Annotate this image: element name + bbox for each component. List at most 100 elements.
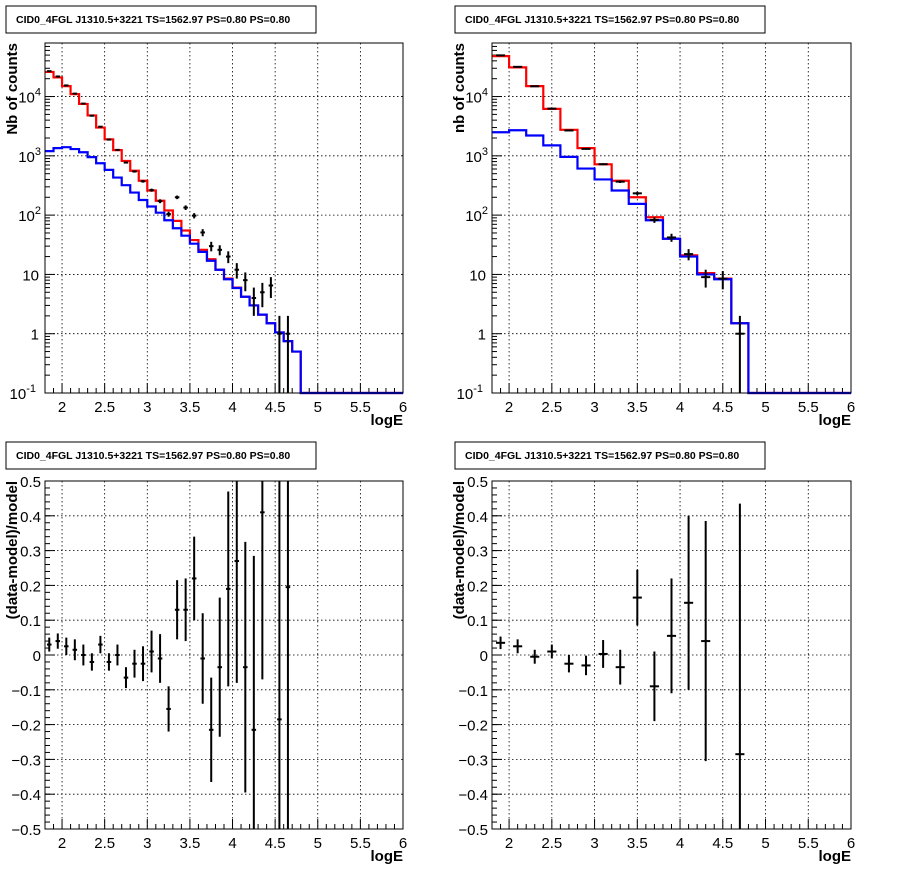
y-tick-label: −0.4	[11, 787, 41, 804]
data-point	[234, 481, 240, 683]
data-point	[564, 655, 574, 673]
x-tick-label: 6	[399, 399, 407, 416]
data-point	[157, 199, 163, 204]
data-point	[735, 315, 745, 393]
data-point	[132, 649, 137, 678]
x-tick-label: 6	[847, 399, 855, 416]
data-point	[166, 686, 171, 732]
x-tick-label: 3	[143, 399, 151, 416]
data-point	[55, 633, 61, 649]
x-tick-label: 3.5	[179, 835, 200, 852]
x-tick-label: 2	[505, 835, 513, 852]
data-point	[513, 639, 523, 654]
histogram-series-2	[45, 146, 403, 395]
x-tick-label: 2	[505, 399, 513, 416]
data-point	[217, 245, 222, 256]
data-point	[666, 233, 677, 242]
x-tick-label: 6	[399, 835, 407, 852]
histogram-series-1	[45, 70, 403, 395]
data-point	[89, 653, 95, 671]
x-tick-label: 6	[847, 835, 855, 852]
x-tick-label: 2.5	[94, 835, 115, 852]
data-point	[496, 636, 506, 650]
data-point	[615, 180, 625, 184]
y-tick-label: 1	[31, 327, 39, 344]
y-tick-label: 104	[18, 87, 41, 107]
y-tick-label: −0.5	[11, 822, 41, 839]
x-tick-label: 3	[143, 835, 151, 852]
y-axis-title: Nb of counts	[4, 43, 21, 135]
x-tick-label: 5.5	[798, 399, 819, 416]
x-tick-label: 4	[676, 399, 684, 416]
chart-title-box	[5, 441, 317, 470]
data-point	[666, 578, 677, 694]
x-axis-title: logE	[371, 848, 404, 865]
data-point	[234, 263, 240, 279]
x-tick-label: 4	[228, 399, 236, 416]
data-point	[547, 644, 557, 659]
y-tick-label: 10-1	[10, 383, 36, 403]
data-point	[174, 195, 180, 200]
y-tick-label: −0.1	[458, 683, 488, 700]
data-point	[81, 102, 86, 105]
data-point	[115, 148, 120, 151]
y-tick-label: 0.5	[467, 474, 488, 491]
y-tick-label: 0.3	[467, 544, 488, 561]
y-tick-label: 103	[18, 146, 41, 166]
data-point	[140, 646, 146, 682]
x-tick-label: 3	[590, 835, 598, 852]
y-tick-label: −0.1	[11, 683, 41, 700]
histogram-series-1	[492, 55, 851, 395]
x-tick-label: 5	[314, 835, 322, 852]
plot-frame	[491, 480, 852, 830]
y-tick-label: 10-1	[457, 383, 483, 403]
y-tick-label: 102	[465, 205, 488, 225]
data-point	[64, 637, 69, 655]
data-point	[226, 251, 231, 264]
data-point	[268, 277, 274, 299]
y-axis-title: (data-model)/model	[4, 481, 21, 619]
data-point	[251, 555, 257, 829]
chart-pad-2: CID0_4FGL J1310.5+3221 TS=1562.97 PS=0.8…	[451, 5, 855, 429]
data-point	[149, 630, 154, 673]
y-tick-label: −0.3	[458, 752, 488, 769]
y-tick-label: 0.1	[467, 613, 488, 630]
data-point	[615, 649, 625, 685]
chart-pad-3: CID0_4FGL J1310.5+3221 TS=1562.97 PS=0.8…	[4, 441, 407, 865]
data-point	[47, 637, 52, 652]
y-tick-label: −0.2	[11, 718, 41, 735]
plot-frame	[44, 42, 404, 394]
data-point	[106, 653, 112, 671]
x-tick-label: 4	[228, 835, 236, 852]
data-point	[72, 639, 78, 661]
data-point	[132, 170, 137, 173]
x-tick-label: 3	[590, 399, 598, 416]
y-tick-label: −0.2	[458, 718, 488, 735]
y-tick-label: 0	[33, 648, 41, 665]
data-point	[277, 315, 282, 393]
x-tick-label: 2	[58, 835, 66, 852]
x-tick-label: 5.5	[798, 835, 819, 852]
x-tick-label: 4.5	[712, 399, 733, 416]
data-point	[200, 229, 205, 237]
y-tick-label: 0.1	[20, 613, 41, 630]
chart-title: CID0_4FGL J1310.5+3221 TS=1562.97 PS=0.8…	[465, 14, 739, 26]
y-tick-label: 102	[18, 205, 41, 225]
data-point	[98, 125, 103, 128]
data-point	[547, 107, 557, 110]
data-point	[81, 644, 86, 666]
data-point	[581, 147, 591, 150]
data-point	[285, 315, 291, 393]
data-point	[684, 515, 694, 690]
chart-title: CID0_4FGL J1310.5+3221 TS=1562.97 PS=0.8…	[465, 450, 739, 462]
y-tick-label: −0.4	[458, 787, 488, 804]
y-axis-title: nb of counts	[451, 43, 468, 133]
data-point	[191, 536, 197, 621]
chart-title: CID0_4FGL J1310.5+3221 TS=1562.97 PS=0.8…	[16, 450, 290, 462]
data-point	[260, 481, 265, 680]
x-axis-title: logE	[819, 848, 852, 865]
data-point	[166, 211, 171, 217]
chart-title-box	[454, 441, 766, 470]
data-point	[260, 282, 265, 308]
